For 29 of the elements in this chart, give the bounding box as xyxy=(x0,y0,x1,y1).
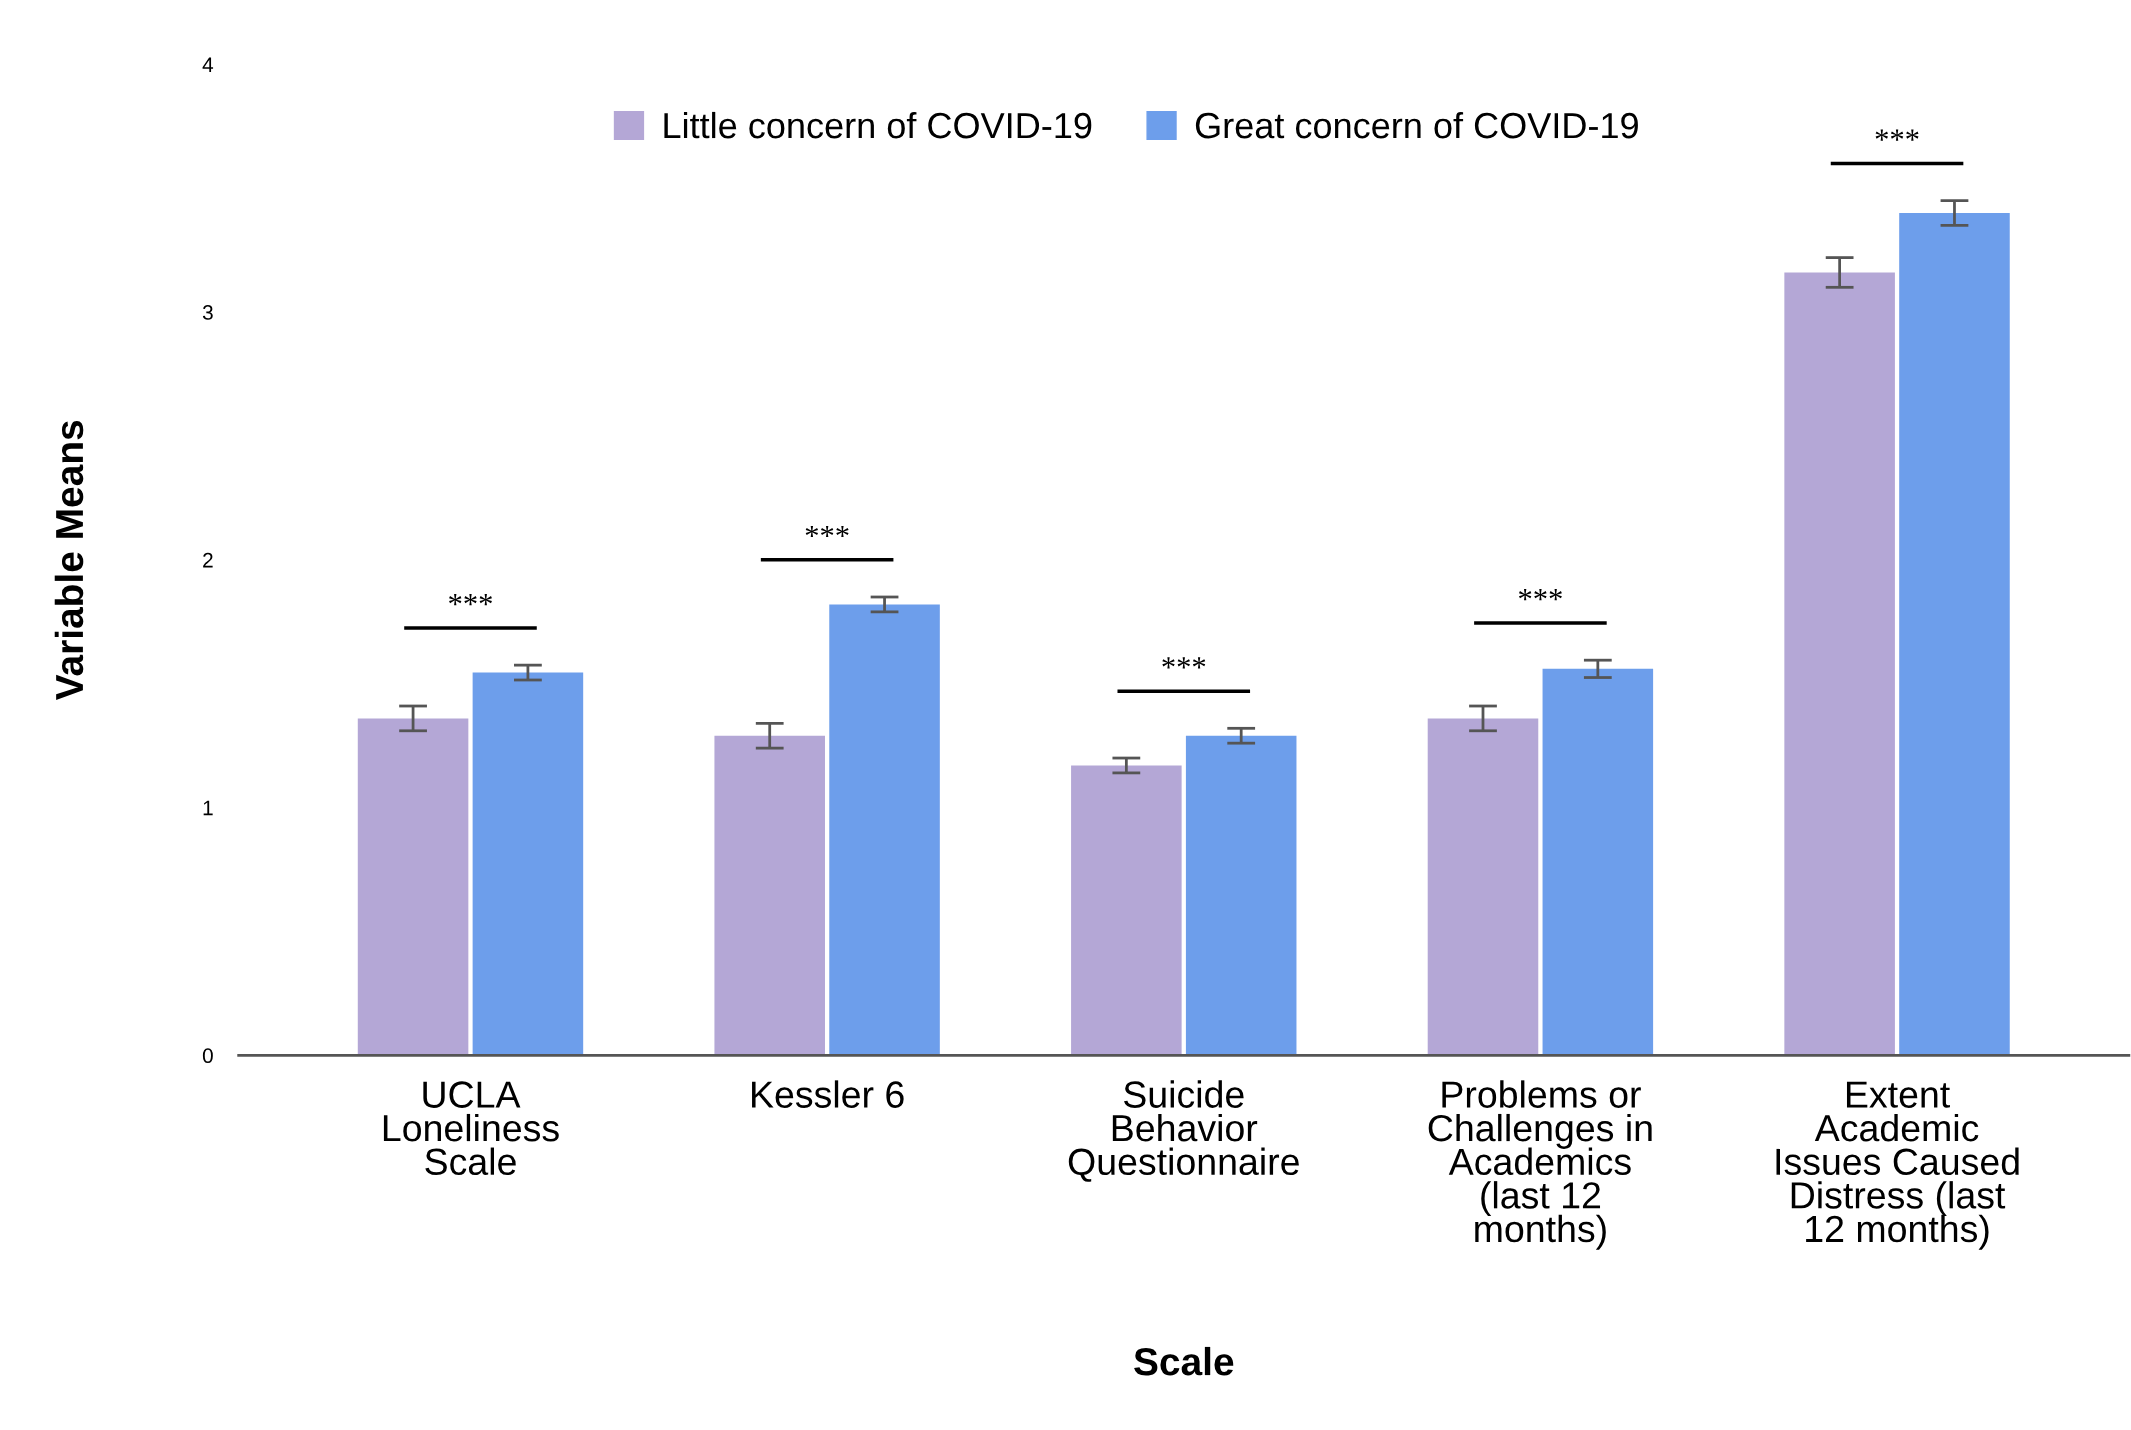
bar xyxy=(1899,213,2010,1056)
x-tick-label: Kessler 6 xyxy=(752,1080,904,1108)
y-tick-label: 1 xyxy=(203,800,213,816)
bar xyxy=(1784,272,1895,1056)
y-tick-label: 2 xyxy=(203,552,213,568)
y-axis-title: Variable Means xyxy=(54,420,84,701)
legend-label: Great concern of COVID-19 xyxy=(1195,111,1638,139)
annotation: *** xyxy=(1518,589,1562,601)
bar xyxy=(829,604,940,1056)
bar xyxy=(1427,718,1539,1056)
bar xyxy=(714,735,825,1056)
y-tick-label: 4 xyxy=(202,57,214,72)
bar xyxy=(1185,735,1297,1056)
x-axis-title: Scale xyxy=(1134,1346,1234,1376)
bar xyxy=(357,718,469,1056)
legend-label: Little concern of COVID-19 xyxy=(664,111,1092,139)
x-tick-label: Extent Academic Issues Caused Distress (last 12 months) xyxy=(1776,1081,2019,1250)
annotation: *** xyxy=(1875,129,1919,141)
x-tick-label: Problems or Challenges in Academics (last 12 months) xyxy=(1428,1080,1652,1250)
bar xyxy=(472,672,584,1056)
y-tick-label: 0 xyxy=(202,1048,213,1064)
annotation: *** xyxy=(449,594,492,606)
bar xyxy=(1071,765,1182,1056)
y-tick-label: 3 xyxy=(202,305,213,320)
bar xyxy=(1542,668,1654,1056)
annotation: *** xyxy=(805,525,849,538)
x-tick-label: UCLA Loneliness Scale xyxy=(383,1081,559,1176)
annotation: *** xyxy=(1162,657,1206,669)
x-tick-label: Suicide Behavior Questionnaire xyxy=(1068,1080,1299,1182)
